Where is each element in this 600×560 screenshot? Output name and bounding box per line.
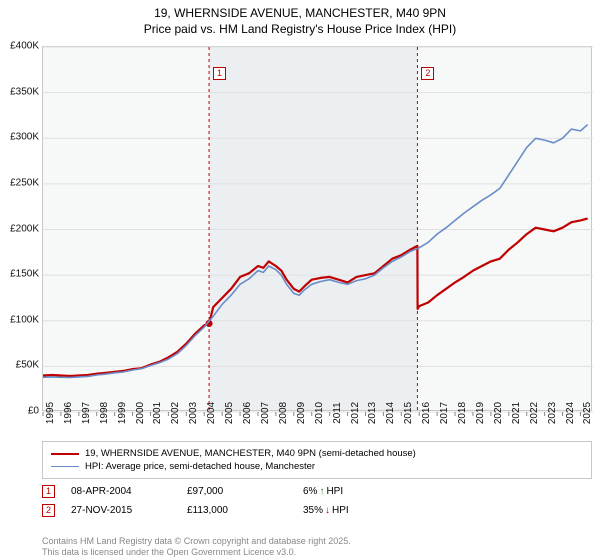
event-price: £113,000 [187,505,287,516]
x-tick-label: 2015 [403,402,414,424]
event-date: 08-APR-2004 [71,486,171,497]
chart-svg [43,47,591,410]
y-tick-label: £350K [10,86,39,97]
x-tick-label: 2006 [242,402,253,424]
y-tick-label: £150K [10,269,39,280]
legend-label: HPI: Average price, semi-detached house,… [85,461,315,472]
event-row: 1 08-APR-2004 £97,000 6%↑HPI [42,482,592,501]
event-row: 2 27-NOV-2015 £113,000 35%↓HPI [42,501,592,520]
chart-container: 19, WHERNSIDE AVENUE, MANCHESTER, M40 9P… [0,0,600,560]
legend-swatch [51,453,79,455]
y-tick-label: £250K [10,177,39,188]
event-change-pct: 6% [303,486,317,497]
plot-area: 12 [42,46,592,411]
x-tick-label: 2024 [565,402,576,424]
x-tick-label: 1997 [81,402,92,424]
x-tick-label: 2020 [493,402,504,424]
y-tick-label: £100K [10,314,39,325]
x-tick-label: 2011 [332,402,343,424]
attribution: Contains HM Land Registry data © Crown c… [42,536,351,559]
event-date: 27-NOV-2015 [71,505,171,516]
event-change-suffix: HPI [326,486,343,497]
x-tick-label: 1999 [117,402,128,424]
event-change: 35%↓HPI [303,505,349,516]
legend-swatch [51,466,79,467]
legend: 19, WHERNSIDE AVENUE, MANCHESTER, M40 9P… [42,441,592,479]
x-tick-label: 2019 [475,402,486,424]
x-tick-label: 2001 [152,402,163,424]
x-tick-label: 2012 [350,402,361,424]
x-tick-label: 2021 [511,402,522,424]
event-change-suffix: HPI [332,505,349,516]
x-tick-label: 2022 [529,402,540,424]
x-tick-label: 1998 [99,402,110,424]
event-change-pct: 35% [303,505,323,516]
event-change: 6%↑HPI [303,486,343,497]
arrow-icon: ↑ [319,486,324,497]
x-tick-label: 2000 [135,402,146,424]
x-tick-label: 2010 [314,402,325,424]
legend-item: 19, WHERNSIDE AVENUE, MANCHESTER, M40 9P… [51,447,583,460]
event-marker-2: 2 [421,67,434,80]
x-tick-label: 1995 [45,402,56,424]
chart-title-line1: 19, WHERNSIDE AVENUE, MANCHESTER, M40 9P… [0,0,600,22]
event-price: £97,000 [187,486,287,497]
y-tick-label: £50K [16,360,39,371]
x-tick-label: 2007 [260,402,271,424]
x-tick-label: 2003 [188,402,199,424]
chart-title-line2: Price paid vs. HM Land Registry's House … [0,22,600,40]
attribution-line2: This data is licensed under the Open Gov… [42,547,351,558]
y-tick-label: £200K [10,223,39,234]
x-tick-label: 2025 [582,402,593,424]
y-tick-label: £400K [10,41,39,52]
x-tick-label: 2005 [224,402,235,424]
x-tick-label: 2008 [278,402,289,424]
event-marker-1: 1 [213,67,226,80]
x-tick-label: 2013 [367,402,378,424]
x-tick-label: 2023 [547,402,558,424]
attribution-line1: Contains HM Land Registry data © Crown c… [42,536,351,547]
event-marker: 2 [42,504,55,517]
x-tick-label: 2017 [439,402,450,424]
x-tick-label: 2009 [296,402,307,424]
x-tick-label: 2002 [170,402,181,424]
legend-item: HPI: Average price, semi-detached house,… [51,460,583,473]
x-tick-label: 2004 [206,402,217,424]
y-tick-label: £0 [28,406,39,417]
x-tick-label: 2014 [385,402,396,424]
legend-label: 19, WHERNSIDE AVENUE, MANCHESTER, M40 9P… [85,448,416,459]
events-table: 108-APR-2004£97,0006%↑HPI227-NOV-2015£11… [42,482,592,520]
series-price_paid [43,219,588,377]
x-tick-label: 2016 [421,402,432,424]
y-tick-label: £300K [10,132,39,143]
arrow-icon: ↓ [325,505,330,516]
event-marker: 1 [42,485,55,498]
x-tick-label: 1996 [63,402,74,424]
x-tick-label: 2018 [457,402,468,424]
